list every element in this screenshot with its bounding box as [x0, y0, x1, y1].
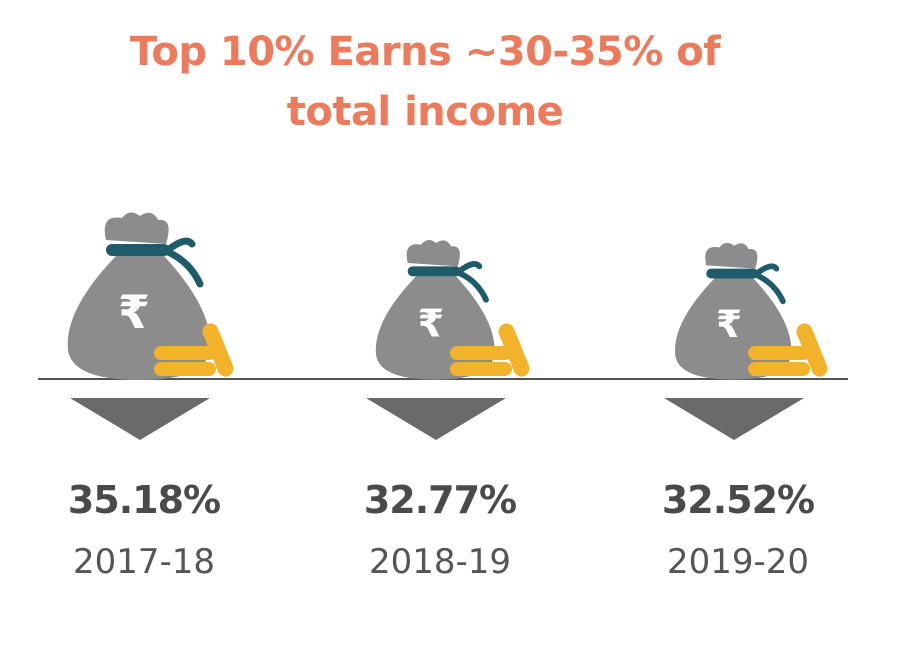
data-item-2017-18: ₹35.18% 2017-18 — [34, 200, 254, 600]
data-label-2018-19: 32.77% — [363, 478, 517, 522]
money-bag-graphic: ₹ — [366, 240, 530, 440]
money-bag-graphic: ₹ — [664, 242, 828, 440]
category-label-2018-19: 2018-19 — [368, 542, 512, 582]
data-item-2018-19: ₹32.77% 2018-19 — [330, 200, 550, 600]
data-label-2017-18: 35.18% — [67, 478, 221, 522]
category-label-2017-18: 2017-18 — [72, 542, 216, 582]
rupee-icon: ₹ — [118, 285, 150, 339]
money-bag-icon: ₹ — [375, 240, 495, 380]
coin-stack-icon — [154, 323, 234, 377]
rupee-icon: ₹ — [418, 301, 445, 346]
category-label-2019-20: 2019-20 — [666, 542, 810, 582]
down-arrow-icon — [70, 398, 210, 440]
chart-title-line-2: total income — [286, 89, 564, 135]
data-label-2019-20: 32.52% — [661, 478, 815, 522]
rupee-icon: ₹ — [716, 302, 742, 346]
money-bag-graphic: ₹ — [67, 212, 234, 440]
down-arrow-icon — [366, 398, 506, 440]
coin-stack-icon — [450, 323, 530, 377]
chart-title-line-1: Top 10% Earns ~30-35% of — [129, 29, 721, 75]
coin-stack-icon — [748, 323, 828, 377]
data-item-2019-20: ₹32.52% 2019-20 — [628, 200, 848, 600]
chart-title: Top 10% Earns ~30-35% of total income — [0, 22, 850, 142]
down-arrow-icon — [664, 398, 804, 440]
